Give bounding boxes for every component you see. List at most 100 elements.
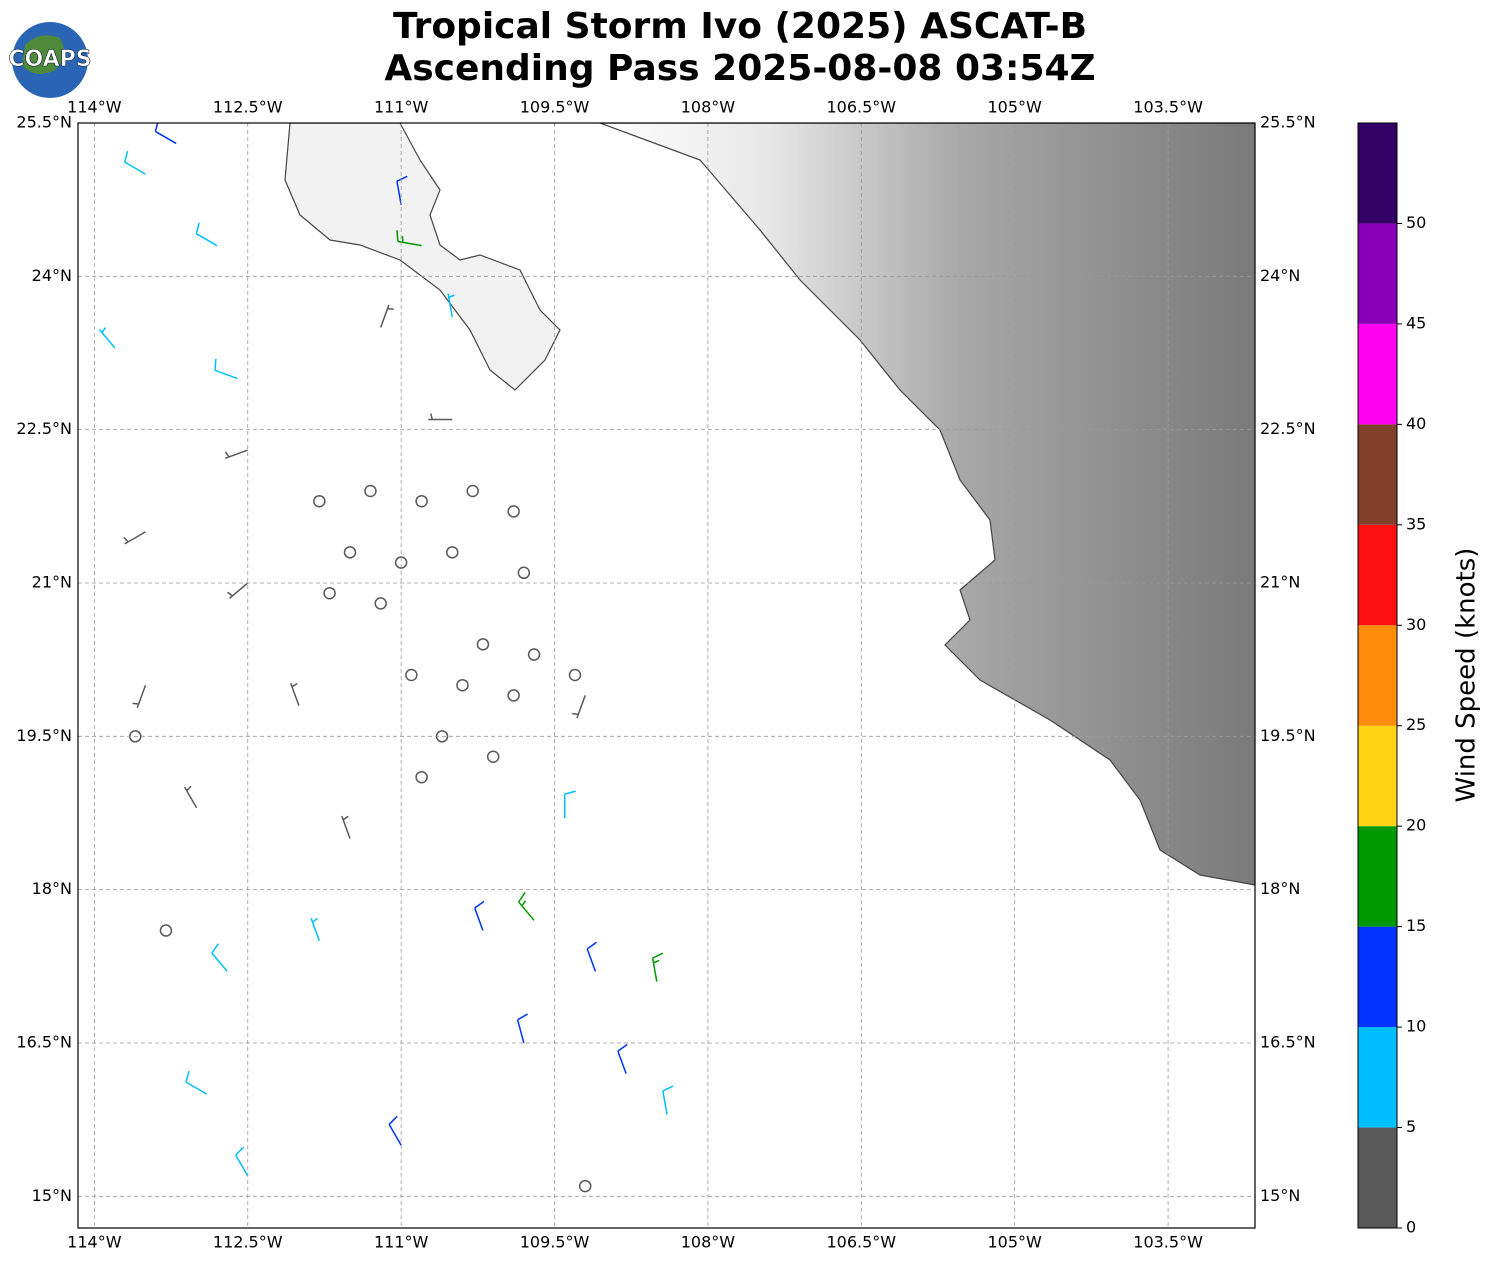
calm-circle	[568, 668, 582, 682]
colorbar-tick-label: 35	[1406, 514, 1426, 533]
calm-circle	[507, 689, 520, 702]
lat-tick-label-left: 24°N	[32, 266, 72, 285]
calm-circle	[313, 494, 326, 508]
wind-barb	[98, 327, 116, 349]
calm-circle	[517, 566, 531, 580]
baja-peninsula	[284, 123, 561, 391]
wind-barb	[474, 900, 485, 931]
lat-tick-label-right: 18°N	[1260, 879, 1300, 898]
wind-barb	[379, 304, 394, 328]
lat-tick-label-left: 15°N	[32, 1186, 72, 1205]
wind-barb	[123, 531, 146, 545]
lat-tick-label-left: 25.5°N	[16, 113, 72, 132]
logo-land	[22, 35, 64, 74]
wind-barb	[572, 695, 586, 719]
colorbar-tick-label: 50	[1406, 213, 1426, 232]
wind-barb	[224, 449, 249, 460]
subtitle: Ascending Pass 2025-08-08 03:54Z	[384, 48, 1095, 89]
colorbar-segment	[1358, 725, 1397, 827]
wind-barb	[516, 1013, 528, 1044]
calm-circle	[374, 597, 387, 610]
lat-tick-label-right: 25.5°N	[1260, 113, 1316, 132]
calm-circle	[466, 484, 479, 498]
lon-tick-label-bottom: 112.5°W	[213, 1233, 283, 1252]
wind-barb	[211, 943, 228, 972]
lon-tick-label-top: 108°W	[681, 98, 736, 117]
wind-barb	[289, 682, 300, 706]
colorbar-segment	[1358, 1027, 1397, 1128]
lon-tick-label-bottom: 108°W	[681, 1233, 736, 1252]
calm-circle	[343, 546, 357, 559]
lon-tick-label-top: 114°W	[67, 98, 122, 117]
colorbar-tick-label: 0	[1406, 1218, 1416, 1237]
wind-barb	[123, 150, 146, 175]
lon-tick-label-top: 106.5°W	[826, 98, 896, 117]
colorbar-label: Wind Speed (knots)	[1452, 548, 1482, 803]
calm-circle	[415, 770, 428, 784]
logo: COAPS	[8, 22, 92, 98]
wind-barb	[226, 582, 249, 599]
colorbar-segment	[1358, 123, 1397, 224]
lat-tick-label-left: 19.5°N	[16, 726, 72, 745]
calm-circle	[507, 505, 520, 518]
lat-tick-label-left: 22.5°N	[16, 419, 72, 438]
colorbar-segment	[1358, 424, 1397, 525]
calm-circle	[405, 668, 418, 682]
wind-barb	[447, 293, 455, 318]
wind-barb	[617, 1043, 628, 1074]
wind-barb	[154, 123, 177, 145]
calm-circle	[486, 750, 500, 764]
logo-text: COAPS	[8, 47, 91, 72]
wind-barb	[396, 230, 422, 247]
title: Tropical Storm Ivo (2025) ASCAT-B	[393, 6, 1087, 47]
wind-barb	[214, 358, 238, 380]
calm-circle	[415, 494, 428, 508]
wind-barb	[396, 175, 408, 205]
lon-tick-label-bottom: 109.5°W	[520, 1233, 590, 1252]
lon-tick-label-bottom: 114°W	[67, 1233, 122, 1252]
lat-tick-label-right: 19.5°N	[1260, 726, 1316, 745]
lon-tick-label-top: 103.5°W	[1133, 98, 1203, 117]
colorbar-segment	[1358, 1127, 1397, 1228]
calm-circle	[456, 678, 469, 692]
wind-barb	[183, 785, 198, 809]
colorbar-segment	[1358, 524, 1397, 626]
wind-barb	[310, 917, 321, 942]
colorbar-segment	[1358, 926, 1397, 1028]
basemap	[98, 123, 1255, 1193]
lat-tick-label-right: 16.5°N	[1260, 1032, 1316, 1051]
mainland	[599, 123, 1255, 886]
wind-barb	[586, 941, 597, 972]
calm-circle	[364, 484, 377, 498]
lat-tick-label-left: 18°N	[32, 879, 72, 898]
lat-tick-label-right: 22.5°N	[1260, 419, 1316, 438]
wind-barb	[388, 1115, 402, 1146]
lon-tick-label-bottom: 111°W	[374, 1233, 429, 1252]
colorbar-tick-label: 25	[1406, 715, 1426, 734]
wind-barb	[235, 1146, 249, 1177]
lon-tick-label-bottom: 105°W	[988, 1233, 1043, 1252]
colorbar-tick-label: 45	[1406, 313, 1426, 332]
colorbar-segment	[1358, 625, 1397, 726]
calm-circle	[527, 648, 541, 661]
wind-barb	[651, 952, 664, 982]
colorbar-segment	[1358, 826, 1397, 927]
colorbar-tick-label: 15	[1406, 916, 1426, 935]
colorbar-segment	[1358, 223, 1397, 324]
lat-tick-label-right: 21°N	[1260, 572, 1300, 591]
calm-circle	[159, 924, 173, 937]
wind-barb	[564, 790, 576, 819]
wind-barb	[195, 222, 218, 247]
lat-tick-label-right: 15°N	[1260, 1186, 1300, 1205]
colorbar: 0 5 10 15 20 25 30 35 40 45 50	[1358, 123, 1426, 1237]
lon-tick-label-top: 112.5°W	[213, 98, 283, 117]
lon-tick-label-top: 109.5°W	[520, 98, 590, 117]
colorbar-segment	[1358, 323, 1397, 425]
wind-barb	[518, 892, 535, 921]
calm-circle	[578, 1179, 592, 1193]
calm-circle	[323, 586, 336, 600]
colorbar-tick-label: 10	[1406, 1017, 1426, 1036]
lat-tick-label-left: 21°N	[32, 572, 72, 591]
colorbar-frame	[1357, 122, 1398, 1229]
